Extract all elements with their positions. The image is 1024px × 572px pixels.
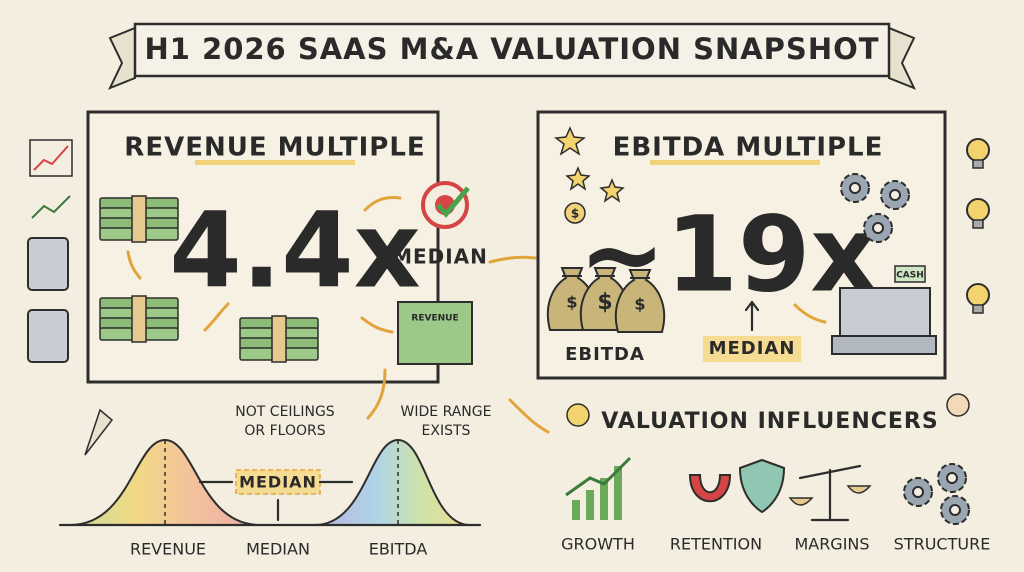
scale bbox=[798, 464, 862, 522]
bar bbox=[600, 478, 608, 520]
register-drawer bbox=[831, 335, 937, 355]
bag-symbol: $ bbox=[597, 290, 612, 315]
lightbulb bbox=[966, 198, 990, 229]
coin bbox=[564, 202, 586, 224]
lightbulb bbox=[966, 283, 990, 314]
distribution-median: MEDIAN bbox=[239, 473, 317, 492]
arrow bbox=[366, 368, 387, 420]
axis-label: EBITDA bbox=[369, 540, 428, 559]
calculator bbox=[27, 237, 69, 291]
gear bbox=[840, 173, 870, 203]
ebitda-title: EBITDA MULTIPLE bbox=[613, 133, 884, 163]
calculator bbox=[27, 309, 69, 363]
title-underline bbox=[650, 160, 820, 165]
influencer-label: RETENTION bbox=[670, 535, 762, 554]
ebitda-panel bbox=[536, 110, 947, 380]
growth-icon bbox=[565, 456, 632, 520]
rocket bbox=[84, 408, 114, 456]
gear bbox=[940, 495, 970, 525]
growth-arrow bbox=[565, 456, 632, 497]
median-line bbox=[164, 440, 399, 525]
axis-label: REVENUE bbox=[130, 540, 206, 559]
bar bbox=[586, 490, 594, 520]
influencer-label: GROWTH bbox=[561, 535, 635, 554]
influencer-label: STRUCTURE bbox=[894, 535, 991, 554]
arrow bbox=[126, 250, 142, 280]
magnet bbox=[688, 474, 732, 503]
bag-symbol: $ bbox=[634, 295, 645, 314]
banner bbox=[133, 22, 891, 78]
gear bbox=[903, 477, 933, 507]
ebitda-median-label: MEDIAN bbox=[709, 338, 796, 359]
star bbox=[554, 126, 586, 156]
note-left: NOT CEILINGS bbox=[235, 404, 334, 420]
coin-symbol: $ bbox=[571, 207, 579, 221]
gear bbox=[880, 180, 910, 210]
bag-symbol: $ bbox=[566, 293, 577, 312]
scale-pans bbox=[788, 485, 872, 506]
revenue-stack bbox=[397, 301, 473, 365]
arrow bbox=[363, 196, 402, 212]
register-label: CASH bbox=[896, 271, 924, 281]
cash-stack bbox=[99, 195, 179, 243]
revenue-stack-label: REVENUE bbox=[411, 314, 458, 324]
revenue-multiple: 4.4x bbox=[169, 189, 420, 311]
star bbox=[599, 178, 625, 203]
ebitda-bag-label: EBITDA bbox=[565, 344, 645, 365]
note-right: WIDE RANGE bbox=[401, 404, 492, 420]
median-highlight bbox=[235, 469, 321, 495]
note-left: OR FLOORS bbox=[244, 423, 325, 439]
influencers-title: VALUATION INFLUENCERS bbox=[601, 409, 938, 434]
page-title: H1 2026 SAAS M&A VALUATION SNAPSHOT bbox=[144, 32, 879, 66]
check bbox=[436, 186, 470, 218]
influencer-label: MARGINS bbox=[794, 535, 869, 554]
arrow bbox=[360, 316, 394, 334]
shield bbox=[738, 458, 786, 514]
banner-tail-right bbox=[888, 26, 917, 90]
person bbox=[566, 403, 590, 427]
chart-icon bbox=[29, 139, 73, 177]
chart-icon-line bbox=[31, 195, 71, 219]
note-right: EXISTS bbox=[422, 423, 471, 439]
pointer-arrow bbox=[744, 300, 760, 332]
arrow bbox=[793, 303, 827, 324]
title-underline bbox=[195, 160, 355, 165]
banner-tail-left bbox=[107, 26, 136, 90]
axis-label: MEDIAN bbox=[246, 540, 310, 559]
revenue-median-label: MEDIAN bbox=[392, 245, 488, 269]
arrow bbox=[508, 398, 550, 434]
cash-stack bbox=[99, 295, 179, 343]
median-highlight bbox=[703, 336, 801, 362]
lightbulb bbox=[966, 138, 990, 169]
revenue-title: REVENUE MULTIPLE bbox=[124, 133, 425, 163]
bar bbox=[614, 466, 622, 520]
cash-register bbox=[839, 287, 931, 341]
arrow bbox=[488, 255, 537, 264]
gear bbox=[863, 213, 893, 243]
person bbox=[946, 393, 970, 417]
pointer-arrows bbox=[198, 480, 354, 522]
register-sign bbox=[894, 265, 926, 283]
cash-stack bbox=[239, 315, 319, 363]
chart-icon-line bbox=[33, 145, 69, 171]
arrow bbox=[203, 302, 230, 332]
bar bbox=[572, 500, 580, 520]
gear bbox=[937, 463, 967, 493]
star bbox=[565, 166, 591, 191]
